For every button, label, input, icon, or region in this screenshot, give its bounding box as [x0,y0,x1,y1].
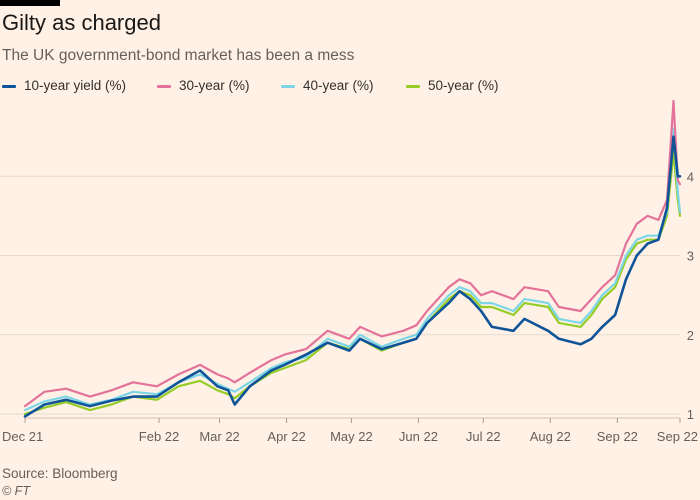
legend-swatch [281,84,295,88]
x-tick-label: Apr 22 [267,429,305,444]
legend-label: 10-year yield (%) [24,78,127,93]
x-tick-label: Mar 22 [199,429,239,444]
series-line-50-year [23,151,682,416]
y-tick-label: 3 [687,249,694,264]
x-tick-label: Feb 22 [139,429,179,444]
x-tick-label: Aug 22 [530,429,571,444]
y-tick-label: 2 [687,328,694,343]
legend-item: 10-year yield (%) [2,78,126,93]
series-line-40-year [23,127,682,412]
legend-item: 50-year (%) [406,78,499,93]
x-tick-label: Sep 22 [597,429,638,444]
legend-swatch [406,84,420,88]
legend-swatch [2,84,16,88]
legend-swatch [157,84,171,88]
legend-label: 30-year (%) [179,78,250,93]
legend-label: 50-year (%) [428,78,499,93]
line-chart: 1 2 3 4 Dec 21 Feb 22 Mar 22 Apr 22 May 22 Jun 2… [0,99,698,444]
y-tick-label: 4 [687,169,694,184]
x-tick-label: Jul 22 [466,429,501,444]
chart-subtitle: The UK government-bond market has been a… [2,47,355,64]
chart-title: Gilty as charged [2,10,161,35]
x-tick-label: Jun 22 [399,429,438,444]
series-line-10-year [23,135,682,418]
y-tick-label: 1 [687,407,694,422]
series-line-30-year [23,99,682,408]
x-tick-label: Dec 21 [2,429,43,444]
legend-item: 40-year (%) [281,78,374,93]
legend-item: 30-year (%) [157,78,250,93]
credit-note: © FT [2,484,30,498]
x-tick-label: Sep 22 [657,429,698,444]
x-tick-label: May 22 [330,429,373,444]
legend-label: 40-year (%) [303,78,374,93]
brand-bar [0,0,60,6]
source-note: Source: Bloomberg [2,466,118,481]
